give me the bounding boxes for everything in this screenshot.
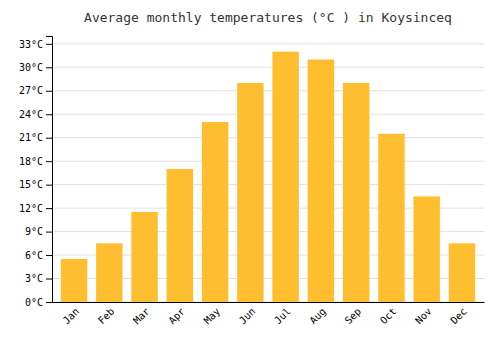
- x-tick-label: Jul: [272, 306, 293, 327]
- y-tick-mark: [46, 302, 52, 303]
- x-tick-label: Nov: [413, 306, 434, 327]
- y-tick-mark: [46, 255, 52, 256]
- bar: [167, 169, 193, 302]
- y-tick-label: 18°C: [19, 156, 43, 167]
- y-tick-label: 0°C: [25, 297, 43, 308]
- grid-line: [52, 184, 484, 185]
- x-tick-label: Aug: [307, 306, 328, 327]
- y-tick-label: 12°C: [19, 203, 43, 214]
- x-tick-label: Feb: [96, 306, 117, 327]
- y-tick: 21°C: [19, 132, 52, 143]
- y-tick-mark: [46, 44, 52, 45]
- y-tick-label: 30°C: [19, 62, 43, 73]
- y-tick-mark: [46, 161, 52, 162]
- y-tick-mark: [46, 138, 52, 139]
- x-tick-label: Sep: [343, 306, 364, 327]
- x-tick: Jan: [61, 306, 82, 327]
- x-tick: Mar: [131, 306, 152, 327]
- bar: [378, 134, 404, 302]
- y-tick-mark: [46, 67, 52, 68]
- bars: [61, 52, 475, 302]
- y-tick-label: 3°C: [25, 273, 43, 284]
- x-tick-label: Jun: [237, 306, 258, 327]
- bar: [413, 196, 439, 302]
- y-tick: 3°C: [25, 273, 52, 284]
- x-tick: Nov: [413, 306, 434, 327]
- grid-line: [52, 67, 484, 68]
- y-tick: 6°C: [25, 250, 52, 261]
- chart: 0°C 3°C 6°C 9°C 12°C 15°C 18°C 21°C 24°C 27°C 30°C…: [0, 0, 500, 350]
- y-tick: 24°C: [19, 109, 52, 120]
- x-tick: Feb: [96, 306, 117, 327]
- grid-line: [52, 90, 484, 91]
- plot: 0°C 3°C 6°C 9°C 12°C 15°C 18°C 21°C 24°C 27°C 30°C…: [19, 37, 485, 327]
- y-tick: 18°C: [19, 156, 52, 167]
- bar: [96, 243, 122, 302]
- grid-line: [52, 43, 484, 44]
- y-tick: 33°C: [19, 39, 52, 50]
- grid: [52, 44, 484, 302]
- x-tick-label: Oct: [378, 306, 399, 327]
- x-tick: Oct: [378, 306, 399, 327]
- y-tick-label: 15°C: [19, 179, 43, 190]
- x-axis-line: [53, 302, 485, 303]
- x-tick: Jun: [237, 306, 258, 327]
- bar: [202, 122, 228, 302]
- y-tick-label: 33°C: [19, 39, 43, 50]
- y-tick-mark: [46, 208, 52, 209]
- y-tick-label: 6°C: [25, 250, 43, 261]
- y-tick-label: 21°C: [19, 132, 43, 143]
- x-tick-label: May: [202, 306, 223, 327]
- y-tick: 27°C: [19, 85, 52, 96]
- x-tick: Apr: [166, 306, 187, 327]
- bar: [131, 212, 157, 302]
- bar: [308, 59, 334, 302]
- y-tick: 0°C: [25, 297, 52, 308]
- y-tick: 9°C: [25, 226, 52, 237]
- title: Average monthly temperatures (°C ) in Ko…: [84, 10, 452, 25]
- y-axis-line: [46, 37, 53, 303]
- y-tick-label: 24°C: [19, 109, 43, 120]
- grid-line: [52, 114, 484, 115]
- x-axis: Jan Feb Mar Apr May Jun Jul Aug Sep Oct Nov Dec: [53, 303, 485, 327]
- y-tick: 15°C: [19, 179, 52, 190]
- x-tick-label: Mar: [131, 306, 152, 327]
- bar: [61, 259, 87, 302]
- y-tick: 30°C: [19, 62, 52, 73]
- x-tick: Jul: [272, 306, 293, 327]
- y-tick-mark: [46, 279, 52, 280]
- x-tick: Dec: [448, 306, 469, 327]
- bar: [237, 83, 263, 302]
- x-tick: Sep: [343, 306, 364, 327]
- x-tick-label: Jan: [61, 306, 82, 327]
- bar: [449, 243, 475, 302]
- x-tick: May: [202, 306, 223, 327]
- y-tick-mark: [46, 232, 52, 233]
- grid-line: [52, 137, 484, 138]
- x-tick-label: Apr: [166, 306, 187, 327]
- y-tick: 12°C: [19, 203, 52, 214]
- y-tick-label: 27°C: [19, 85, 43, 96]
- y-tick-mark: [46, 185, 52, 186]
- x-tick-label: Dec: [448, 306, 469, 327]
- y-tick-label: 9°C: [25, 226, 43, 237]
- x-tick: Aug: [307, 306, 328, 327]
- grid-line: [52, 161, 484, 162]
- y-tick-mark: [46, 91, 52, 92]
- bar: [343, 83, 369, 302]
- bar: [272, 52, 298, 302]
- y-tick-mark: [46, 114, 52, 115]
- y-axis: 0°C 3°C 6°C 9°C 12°C 15°C 18°C 21°C 24°C 27°C 30°C…: [19, 37, 53, 308]
